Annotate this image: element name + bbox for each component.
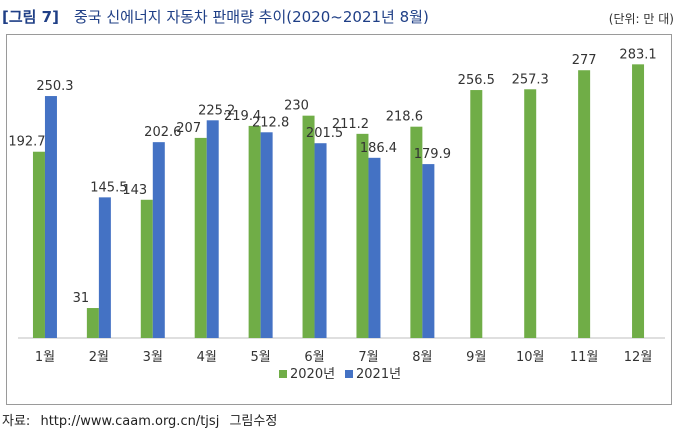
bar-2020-10	[524, 89, 537, 338]
data-label-2021-4: 225.2	[198, 103, 235, 118]
bar-2021-8	[422, 164, 435, 338]
data-label-2020-5: 219.4	[224, 109, 261, 124]
x-tick-label-2: 2월	[89, 350, 109, 365]
bar-2021-1	[44, 96, 57, 338]
data-label-2020-1: 192.7	[8, 135, 45, 150]
bar-2020-3	[140, 199, 153, 338]
bar-2020-6	[302, 115, 315, 339]
bar-2020-5	[248, 125, 261, 338]
data-label-2020-8: 218.6	[386, 110, 423, 125]
bar-2021-3	[152, 142, 165, 338]
bar-2021-6	[314, 143, 327, 338]
bar-2020-12	[632, 64, 645, 338]
x-tick-label-7: 7월	[358, 350, 378, 365]
data-label-2020-9: 256.5	[458, 73, 495, 88]
data-label-2020-7: 211.2	[332, 117, 369, 132]
data-label-2021-6: 201.5	[306, 126, 343, 141]
data-label-2021-1: 250.3	[36, 79, 73, 94]
bar-2020-9	[470, 90, 483, 338]
bar-2020-4	[194, 137, 207, 338]
data-label-2020-3: 143	[122, 183, 147, 198]
bar-2020-11	[578, 70, 591, 338]
figure-tag: [그림 7]	[2, 8, 59, 26]
unit-label: (단위: 만 대)	[608, 12, 674, 26]
x-tick-label-6: 6월	[304, 350, 324, 365]
bar-chart: 192.7 250.3 1월 31 145.5 2월 143 202.6 3월 207 225.2 4…	[8, 47, 665, 382]
data-label-2021-2: 145.5	[90, 180, 127, 195]
x-tick-label-10: 10월	[516, 350, 545, 365]
bar-2021-5	[260, 132, 273, 338]
x-tick-label-5: 5월	[251, 350, 271, 365]
legend-swatch-2020년	[279, 370, 287, 378]
bar-2020-1	[32, 151, 45, 338]
bar-2020-2	[86, 308, 99, 338]
source-line: 자료: http://www.caam.org.cn/tjsj 그림수정	[2, 410, 283, 429]
data-label-2021-7: 186.4	[360, 141, 397, 156]
chart-title: 중국 신에너지 자동차 판매량 추이(2020~2021년 8월)	[74, 8, 429, 26]
bar-2020-8	[410, 126, 423, 338]
bar-2021-7	[368, 157, 381, 338]
data-label-2020-11: 277	[572, 53, 597, 68]
data-label-2021-5: 212.8	[252, 115, 289, 130]
chart-frame: 192.7 250.3 1월 31 145.5 2월 143 202.6 3월 207 225.2 4…	[6, 34, 672, 405]
figure-title-row: [그림 7] 중국 신에너지 자동차 판매량 추이(2020~2021년 8월)…	[2, 6, 678, 28]
legend-label-2021년: 2021년	[356, 367, 401, 382]
x-tick-label-8: 8월	[412, 350, 432, 365]
bar-2020-7	[356, 133, 369, 338]
data-label-2021-8: 179.9	[414, 147, 451, 162]
source-label: 자료:	[2, 414, 31, 429]
source-note: 그림수정	[229, 414, 278, 429]
data-label-2020-2: 31	[73, 291, 90, 306]
data-label-2021-3: 202.6	[144, 125, 181, 140]
x-tick-label-11: 11월	[570, 350, 599, 365]
x-tick-label-3: 3월	[143, 350, 163, 365]
legend-swatch-2021년	[345, 370, 353, 378]
data-label-2020-6: 230	[284, 99, 309, 114]
source-url[interactable]: http://www.caam.org.cn/tjsj	[40, 414, 220, 429]
bar-2021-4	[206, 120, 219, 338]
x-tick-label-4: 4월	[197, 350, 217, 365]
legend-label-2020년: 2020년	[290, 367, 335, 382]
x-tick-label-12: 12월	[624, 350, 653, 365]
bar-2021-2	[98, 197, 111, 338]
data-label-2020-12: 283.1	[619, 47, 656, 62]
x-tick-label-1: 1월	[35, 350, 55, 365]
x-tick-label-9: 9월	[466, 350, 486, 365]
data-label-2020-10: 257.3	[512, 72, 549, 87]
data-label-2020-4: 207	[176, 121, 201, 136]
